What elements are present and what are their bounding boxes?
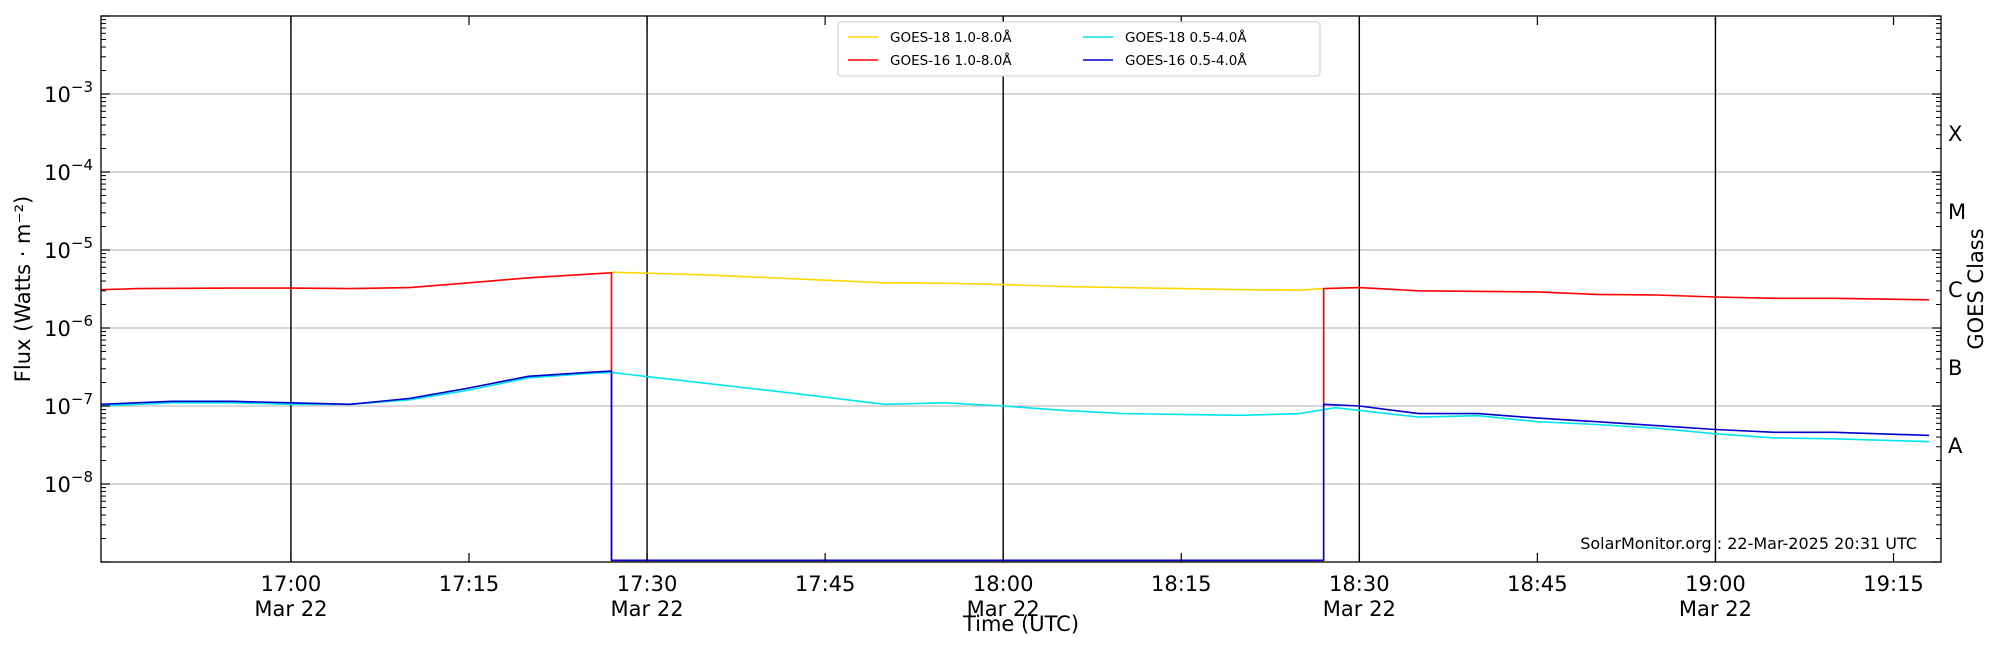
x-tick-label: 18:45 (1507, 572, 1568, 596)
goes-class-B: B (1948, 356, 1962, 380)
plot-frame (100, 15, 1942, 563)
legend-label-0: GOES-18 1.0-8.0Å (890, 29, 1012, 46)
series-line-2 (100, 371, 1930, 443)
x-tick-label: 17:15 (439, 572, 500, 596)
y-axis-title: Flux (Watts · m⁻²) (11, 196, 35, 382)
axis-ticks (101, 15, 1941, 563)
y-tick-label: 10−3 (44, 78, 93, 107)
legend-label-2: GOES-18 0.5-4.0Å (1125, 29, 1247, 46)
x-tick-date-label: Mar 22 (1679, 597, 1752, 621)
x-tick-date-label: Mar 22 (611, 597, 684, 621)
series-line-1 (100, 271, 1930, 562)
x-tick-label: 18:15 (1151, 572, 1212, 596)
y-tick-label: 10−5 (44, 234, 93, 263)
x-axis-title: Time (UTC) (962, 612, 1079, 636)
x-tick-label: 19:00 (1685, 572, 1746, 596)
y-tick-label: 10−6 (44, 312, 93, 341)
grid-lines (101, 93, 1941, 485)
hour-marker-lines (290, 16, 1717, 562)
credit-text: SolarMonitor.org : 22-Mar-2025 20:31 UTC (1580, 534, 1917, 553)
x-tick-label: 17:30 (617, 572, 678, 596)
flux-series (100, 271, 1930, 562)
goes-class-X: X (1948, 122, 1962, 146)
y-tick-labels: 10−3 10−4 10−5 10−6 10−7 10−8 (44, 78, 93, 497)
goes-class-M: M (1948, 200, 1966, 224)
x-tick-label: 19:15 (1863, 572, 1924, 596)
series-line-0 (611, 271, 1324, 292)
legend-label-1: GOES-16 1.0-8.0Å (890, 52, 1012, 69)
y-tick-label: 10−8 (44, 468, 93, 497)
goes-class-axis-title: GOES Class (1964, 228, 1988, 349)
x-tick-label: 17:00 (261, 572, 322, 596)
x-tick-label: 18:30 (1329, 572, 1390, 596)
x-tick-date-label: Mar 22 (1323, 597, 1396, 621)
legend: GOES-18 1.0-8.0Å GOES-16 1.0-8.0Å GOES-18 … (837, 21, 1321, 77)
legend-box (837, 21, 1321, 77)
x-tick-date-label: Mar 22 (254, 597, 327, 621)
legend-label-3: GOES-16 0.5-4.0Å (1125, 52, 1247, 69)
series-line-3 (100, 370, 1930, 562)
x-tick-date-label: Mar 22 (967, 597, 1040, 621)
y-tick-label: 10−7 (44, 390, 93, 419)
goes-class-A: A (1948, 434, 1963, 458)
y-tick-label: 10−4 (44, 156, 93, 185)
x-tick-label: 18:00 (973, 572, 1034, 596)
x-tick-label: 17:45 (795, 572, 856, 596)
goes-class-labels: X M C B A (1948, 122, 1966, 458)
goes-class-C: C (1948, 278, 1963, 302)
